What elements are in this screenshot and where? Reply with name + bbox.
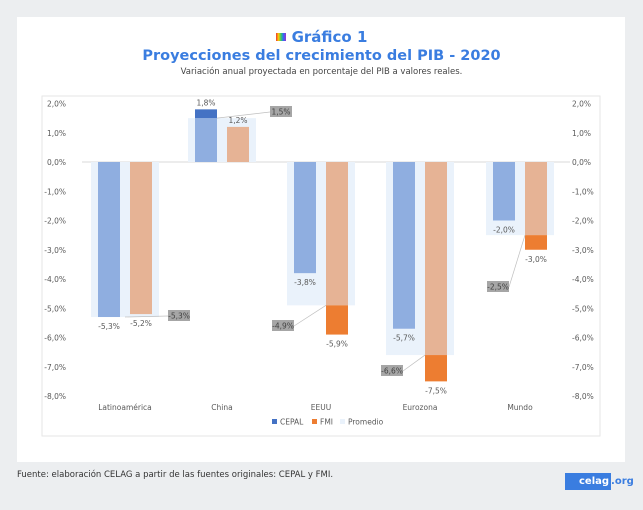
cepal-bar [493,162,515,221]
promedio-data-label: -6,6% [381,367,403,376]
legend-swatch-promedio [340,419,345,424]
y-tick-right: -8,0% [572,392,594,401]
plot-frame [41,95,601,437]
title-text: Gráfico 1 [291,28,368,46]
legend-label-promedio: Promedio [348,418,384,427]
promedio-label-box [381,365,403,376]
y-tick-left: -3,0% [44,246,66,255]
fmi-bar [425,162,447,356]
y-tick-right: -5,0% [572,304,594,313]
promedio-label-box [270,106,292,117]
fmi-bar-excess [525,235,547,250]
fmi-bar-excess [326,305,348,335]
cepal-data-label: -5,3% [98,322,120,331]
cepal-data-label: -3,8% [294,278,316,287]
cepal-bar [195,118,217,162]
y-tick-left: -4,0% [44,275,66,284]
y-tick-left: 2,0% [47,100,66,109]
promedio-leader-line [293,305,327,327]
x-tick-label: EEUU [311,403,331,412]
y-tick-right: -2,0% [572,217,594,226]
fmi-bar-excess [425,355,447,382]
cepal-bar [294,162,316,274]
promedio-data-label: -4,9% [272,322,294,331]
fmi-data-label: -7,5% [425,386,447,395]
fmi-bar [326,162,348,306]
y-tick-right: 1,0% [572,129,591,138]
y-tick-right: -4,0% [572,275,594,284]
x-tick-label: China [211,403,232,412]
fmi-bar [525,162,547,236]
promedio-leader-line [402,354,426,372]
logo-main: celag [565,473,612,490]
y-tick-left: 1,0% [47,129,66,138]
chart-icon [275,33,286,41]
source-note: Fuente: elaboración CELAG a partir de la… [17,470,334,480]
fmi-data-label: 1,2% [228,116,247,125]
promedio-label-box [168,310,190,321]
y-tick-right: -7,0% [572,363,594,372]
promedio-data-label: -2,5% [487,283,509,292]
fmi-data-label: -3,0% [525,255,547,264]
cepal-data-label: -5,7% [393,334,415,343]
promedio-leader-line [216,111,271,119]
y-tick-left: -6,0% [44,334,66,343]
legend-label-cepal: CEPAL [280,418,304,427]
chart-subtitle: Proyecciones del crecimiento del PIB - 2… [142,48,501,64]
legend-swatch-fmi [312,419,317,424]
cepal-data-label: 1,8% [196,98,215,107]
fmi-bar [130,162,152,315]
y-tick-left: 0,0% [47,158,66,167]
promedio-label-box [272,320,294,331]
fmi-bar [227,126,249,162]
y-tick-right: -3,0% [572,246,594,255]
promedio-leader-line [508,235,526,288]
promedio-leader-line [124,315,169,318]
celag-logo[interactable]: celag .org [565,473,634,490]
y-tick-right: 2,0% [572,100,591,109]
promedio-data-label: -5,3% [168,312,190,321]
y-tick-left: -7,0% [44,363,66,372]
cepal-bar [393,162,415,329]
chart-description: Variación anual proyectada en porcentaje… [180,67,463,77]
logo-suffix: .org [611,476,634,487]
cepal-data-label: -2,0% [493,226,515,235]
fmi-data-label: -5,2% [130,319,152,328]
fmi-data-label: -5,9% [326,340,348,349]
x-tick-label: Eurozona [403,403,438,412]
y-tick-left: -8,0% [44,392,66,401]
legend-swatch-cepal [272,419,277,424]
chart-title: Gráfico 1 [0,28,643,46]
promedio-data-label: 1,5% [271,108,290,117]
cepal-bar-excess [195,109,217,119]
y-tick-right: 0,0% [572,158,591,167]
y-tick-left: -5,0% [44,304,66,313]
x-tick-label: Latinoamérica [98,403,152,412]
y-tick-left: -1,0% [44,187,66,196]
legend-label-fmi: FMI [320,418,333,427]
y-tick-right: -1,0% [572,187,594,196]
cepal-bar [98,162,120,318]
promedio-label-box [487,281,509,292]
x-tick-label: Mundo [507,403,533,412]
y-tick-right: -6,0% [572,334,594,343]
y-tick-left: -2,0% [44,217,66,226]
